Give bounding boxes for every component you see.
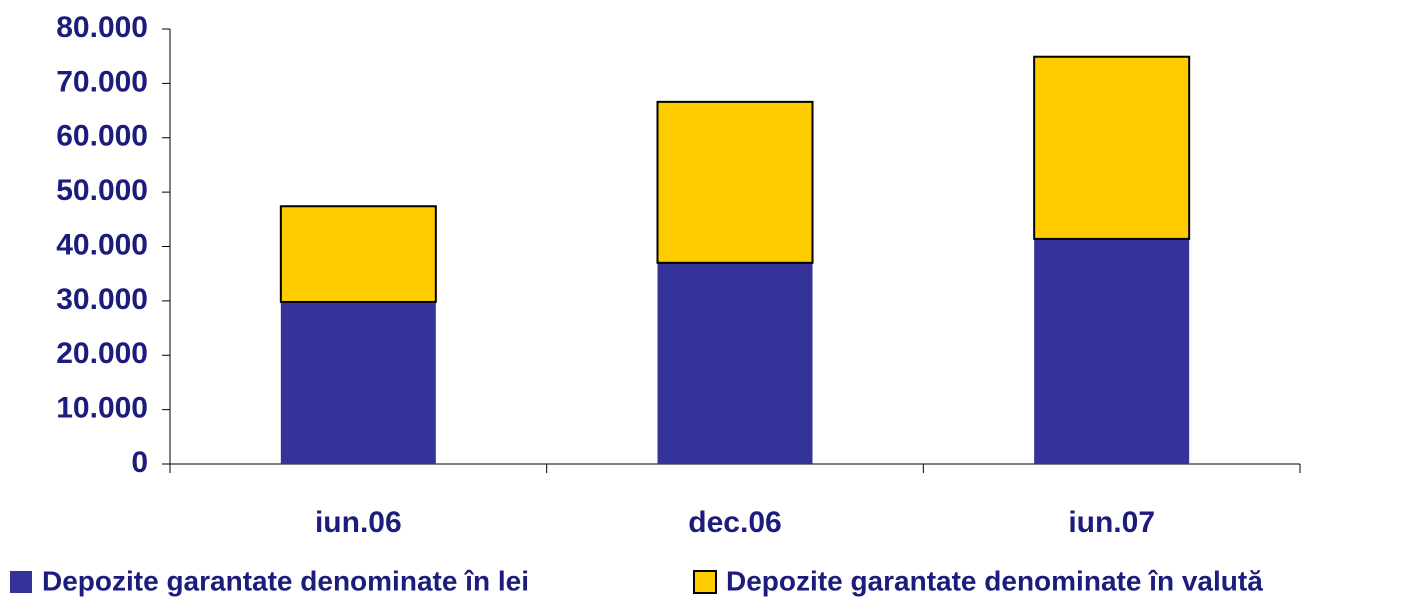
x-tick-label: iun.07 [1068,506,1155,539]
x-tick-label: iun.06 [315,506,402,539]
legend-label: Depozite garantate denominate în lei [42,565,529,596]
bar-segment [280,301,436,464]
y-tick-label: 70.000 [56,65,148,98]
y-tick-label: 50.000 [56,174,148,207]
y-tick-label: 60.000 [56,120,148,153]
bar-segment [656,100,814,264]
y-tick-label: 30.000 [56,283,148,316]
y-tick-label: 10.000 [56,392,148,425]
bar-segment [1034,238,1190,464]
legend-swatch [693,570,717,594]
legend-label: Depozite garantate denominate în valută [726,565,1263,596]
bar-segment [657,262,813,464]
bar-segment [1033,55,1191,240]
bar-segment [279,205,437,303]
y-tick-label: 20.000 [56,337,148,370]
y-tick-label: 80.000 [56,11,148,44]
y-tick-label: 40.000 [56,228,148,261]
x-tick-label: dec.06 [688,506,781,539]
y-tick-label: 0 [131,446,148,479]
legend-swatch [10,571,32,593]
